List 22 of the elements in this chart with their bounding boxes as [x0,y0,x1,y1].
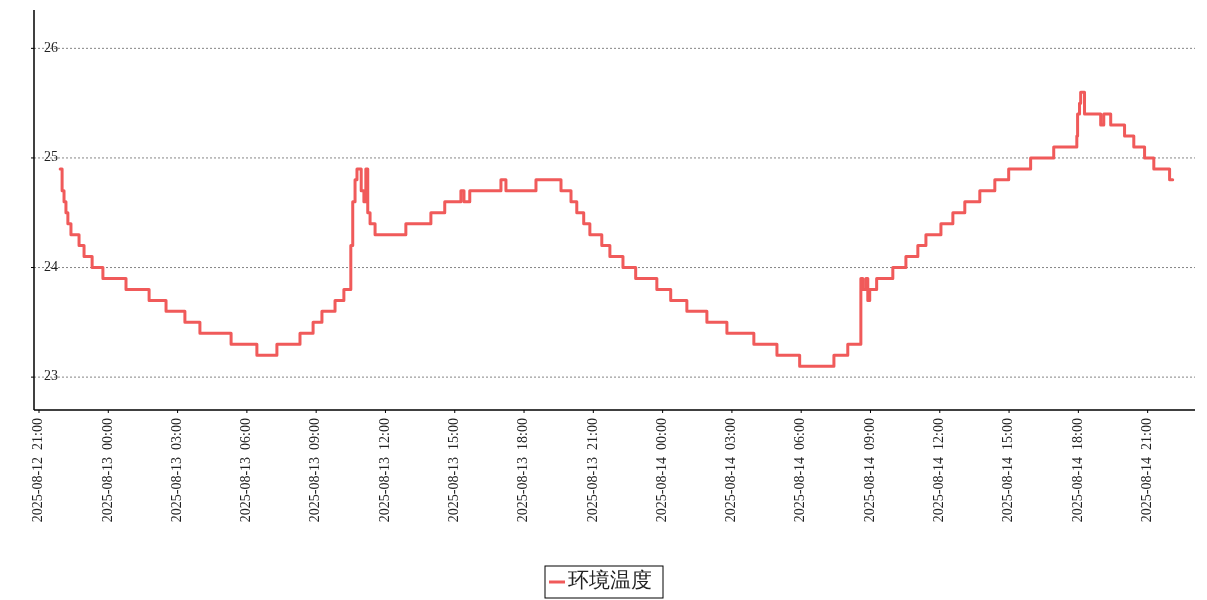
x-tick-label: 2025-08-14 00:00 [653,418,669,523]
x-tick-label: 2025-08-14 12:00 [931,418,946,523]
x-tick-label: 2025-08-13 03:00 [168,418,184,523]
y-tick-label: 24 [44,258,58,274]
x-tick-label: 2025-08-13 12:00 [376,418,392,523]
legend-label: 环境温度 [568,567,652,592]
x-tick-label: 2025-08-13 21:00 [584,418,600,523]
x-tick-label: 2025-08-14 03:00 [723,418,739,523]
x-tick-label: 2025-08-14 15:00 [1000,418,1016,523]
y-tick-label: 23 [44,368,58,384]
x-tick-label: 2025-08-13 09:00 [307,418,323,523]
x-tick-label: 2025-08-13 06:00 [238,418,254,523]
x-tick-label: 2025-08-12 21:00 [30,418,46,523]
x-tick-label: 2025-08-14 09:00 [861,418,877,523]
x-tick-label: 2025-08-14 06:00 [792,418,808,523]
x-tick-label: 2025-08-13 00:00 [99,418,115,523]
y-tick-label: 26 [44,39,58,55]
y-tick-label: 25 [44,149,58,165]
x-tick-label: 2025-08-13 15:00 [445,418,461,523]
x-tick-label: 2025-08-14 18:00 [1069,418,1085,523]
x-tick-label: 2025-08-14 21:00 [1138,418,1154,523]
x-tick-label: 2025-08-13 18:00 [515,418,531,523]
